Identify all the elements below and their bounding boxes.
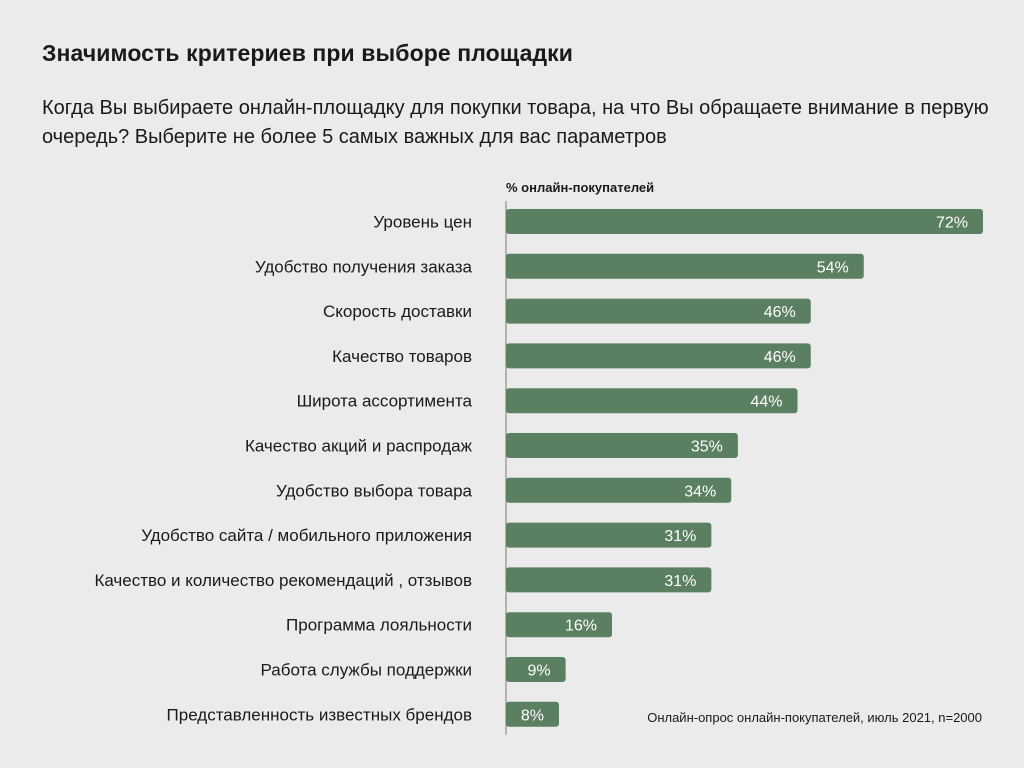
category-label: Качество и количество рекомендаций , отз… xyxy=(94,571,472,590)
category-label: Представленность известных брендов xyxy=(167,705,472,724)
value-label: 8% xyxy=(521,707,544,724)
value-label: 72% xyxy=(936,215,968,232)
value-label: 46% xyxy=(764,304,796,321)
bar xyxy=(506,657,566,682)
bar xyxy=(506,612,612,638)
category-label: Качество товаров xyxy=(332,347,472,366)
value-label: 35% xyxy=(691,439,723,456)
axis-caption: % онлайн-покупателей xyxy=(506,180,655,195)
category-label: Широта ассортимента xyxy=(297,392,473,411)
value-label: 31% xyxy=(664,573,696,590)
value-label: 16% xyxy=(565,618,597,635)
bars-group: Уровень цен 72% Удобство получения заказа 5… xyxy=(94,209,983,727)
bar xyxy=(506,433,738,458)
category-label: Удобство сайта / мобильного приложения xyxy=(141,526,472,545)
category-label: Уровень цен xyxy=(373,213,472,232)
bar xyxy=(506,477,732,503)
bar xyxy=(506,522,712,548)
bar xyxy=(506,298,811,324)
category-label: Скорость доставки xyxy=(323,302,472,321)
chart-title: Значимость критериев при выборе площадки xyxy=(42,40,574,66)
category-label: Программа лояльности xyxy=(286,616,472,635)
value-label: 34% xyxy=(684,483,716,500)
category-label: Качество акций и распродаж xyxy=(245,437,473,456)
source-note: Онлайн-опрос онлайн-покупателей, июль 20… xyxy=(647,710,982,725)
bar xyxy=(506,343,811,369)
value-label: 46% xyxy=(764,349,796,366)
bar xyxy=(506,567,712,593)
value-label: 44% xyxy=(750,394,782,411)
category-label: Удобство выбора товара xyxy=(276,481,473,500)
bar xyxy=(506,209,983,234)
category-label: Работа службы поддержки xyxy=(260,661,472,680)
value-label: 31% xyxy=(664,528,696,545)
chart-subtitle: Когда Вы выбираете онлайн-площадку для п… xyxy=(42,97,989,148)
value-label: 9% xyxy=(528,663,551,680)
value-label: 54% xyxy=(817,259,849,276)
category-label: Удобство получения заказа xyxy=(255,257,473,276)
bar xyxy=(506,388,798,414)
bar xyxy=(506,701,559,727)
bar xyxy=(506,253,864,279)
